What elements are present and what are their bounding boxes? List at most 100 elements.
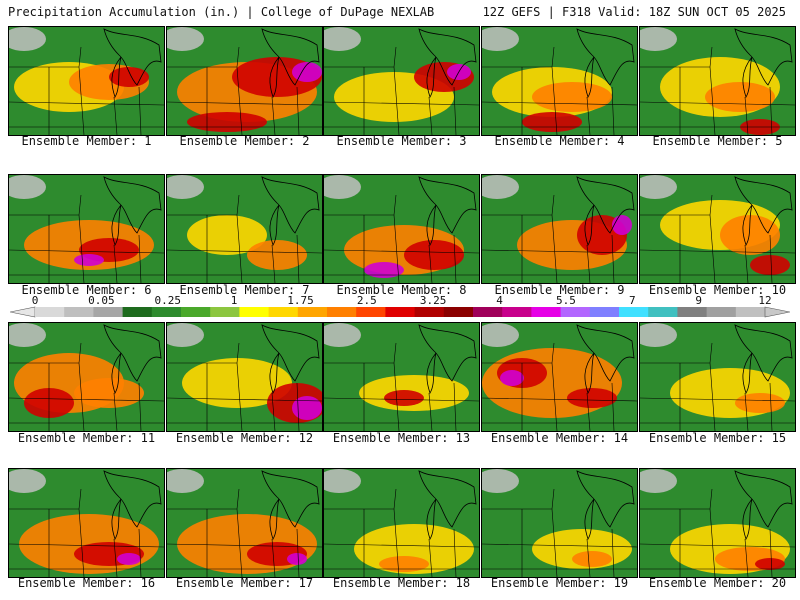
precip-contour [74,378,144,408]
ensemble-map-panel [323,174,480,284]
state-borders [482,488,637,577]
great-lakes-outline [261,176,320,246]
legend-tick-label: 9 [695,294,702,307]
ensemble-member-label: Ensemble Member: 10 [648,283,787,297]
precip-map [167,175,322,283]
precip-contour [287,553,307,565]
legend-tick-label: 1.75 [287,294,314,307]
precip-contour [364,262,404,278]
ensemble-member-label: Ensemble Member: 15 [648,431,787,445]
precip-map [640,175,795,283]
great-lakes-outline [103,176,162,246]
legend-colorbar [10,306,790,318]
precip-contour [532,82,612,112]
dry-area-shading [482,323,519,347]
legend-tick-labels: 0 0.05 0.25 1 1.75 2.5 3.25 4 5.5 7 9 12 [10,294,790,307]
ensemble-map-panel [166,26,323,136]
great-lakes-outline [103,470,162,540]
ensemble-member-label: Ensemble Member: 13 [332,431,471,445]
great-lakes-outline [576,176,635,246]
legend-tick-label: 5.5 [555,294,576,307]
run-valid-time: 12Z GEFS | F318 Valid: 18Z SUN OCT 05 20… [482,5,786,19]
precip-map [482,27,637,135]
state-borders [324,194,479,283]
precip-map [9,175,164,283]
ensemble-member-label: Ensemble Member: 5 [652,134,783,148]
dry-area-shading [482,175,519,199]
great-lakes-outline [103,324,162,394]
ensemble-map-panel [8,174,165,284]
precip-contour [292,396,322,420]
dry-area-shading [9,175,46,199]
legend-tick-label: 0 [31,294,39,307]
precip-contour [500,370,524,386]
ensemble-member-label: Ensemble Member: 1 [21,134,152,148]
precip-contour [750,255,790,275]
ensemble-member-label: Ensemble Member: 17 [175,576,314,590]
legend-color-swatch [560,307,591,317]
state-borders [640,342,795,431]
legend-max-arrow [764,306,790,318]
ensemble-member-label: Ensemble Member: 20 [648,576,787,590]
great-lakes-outline [734,470,793,540]
legend-tick-label: 0.25 [154,294,181,307]
precip-contour [19,514,159,574]
dry-area-shading [167,469,204,493]
great-lakes-outline [261,324,320,394]
great-lakes-outline [418,176,477,246]
precip-map [324,27,479,135]
precip-map [324,175,479,283]
ensemble-map-panel [639,468,796,578]
ensemble-member-label: Ensemble Member: 7 [179,283,310,297]
dry-area-shading [482,27,519,51]
legend-color-swatch [268,307,299,317]
precip-map [640,323,795,431]
ensemble-member-label: Ensemble Member: 11 [17,431,156,445]
ensemble-map-panel [481,322,638,432]
precip-contour [567,388,617,408]
state-borders [482,46,637,135]
precip-contour [522,112,582,132]
legend-color-swatch [35,307,65,317]
dry-area-shading [9,323,46,347]
state-borders [482,194,637,283]
ensemble-map-panel [8,468,165,578]
legend-tick-label: 0.05 [88,294,115,307]
precip-map [324,469,479,577]
ensemble-map-panel [166,322,323,432]
legend-tick-label: 4 [496,294,503,307]
state-borders [482,342,637,431]
ensemble-member-label: Ensemble Member: 19 [490,576,629,590]
map-title: Precipitation Accumulation (in.) | Colle… [8,5,435,19]
legend-color-swatch [181,307,211,317]
ensemble-member-label: Ensemble Member: 18 [332,576,471,590]
legend-color-swatch [531,307,562,317]
precip-contour [404,240,464,270]
legend-tick-label: 7 [628,294,636,307]
ensemble-member-label: Ensemble Member: 4 [494,134,625,148]
legend-color-swatch [385,307,416,317]
precip-map [167,323,322,431]
legend-color-swatch [473,307,503,317]
legend-color-swatch [122,307,153,317]
legend-tick-label: 12 [758,294,772,307]
state-borders [640,46,795,135]
ensemble-map-panel [166,174,323,284]
precip-contour [705,82,775,112]
ensemble-map-panel [8,322,165,432]
state-borders [167,46,322,135]
precip-map [482,469,637,577]
precip-map [482,175,637,283]
legend-color-swatch [210,307,240,317]
great-lakes-outline [576,28,635,98]
great-lakes-outline [734,176,793,246]
ensemble-member-label: Ensemble Member: 16 [17,576,156,590]
ensemble-member-label: Ensemble Member: 8 [336,283,467,297]
dry-area-shading [640,469,677,493]
ensemble-map-panel [323,26,480,136]
legend-tick-label: 2.5 [356,294,377,307]
precip-contour [572,551,612,567]
ensemble-map-panel [481,468,638,578]
legend-color-swatch [151,307,182,317]
state-borders [324,342,479,431]
